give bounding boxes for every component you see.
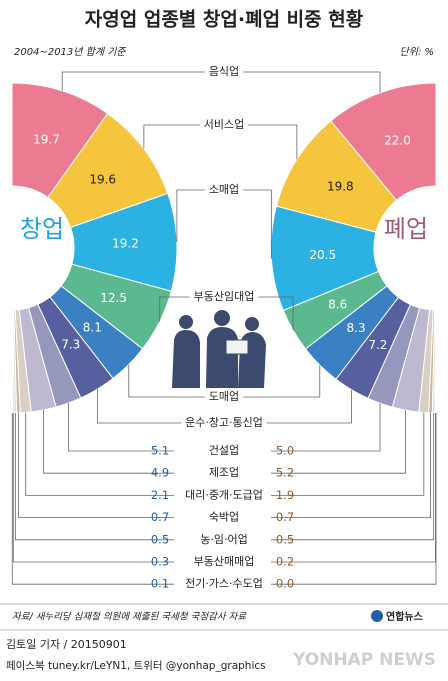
leader-line (271, 412, 435, 541)
leader-line (97, 389, 182, 424)
value-label: 19.8 (327, 179, 354, 193)
value-label: 12.5 (100, 291, 127, 305)
value-label: 8.6 (328, 297, 347, 311)
value-label: 0.5 (276, 532, 294, 546)
label-bg (200, 117, 248, 133)
leader-line (243, 71, 381, 93)
label-bg (182, 576, 266, 593)
leader-line (271, 412, 425, 496)
category-label: 음식업 (209, 65, 239, 78)
leader-line (266, 389, 352, 424)
value-label: 0.1 (151, 577, 169, 591)
category-label: 부동산임대업 (194, 290, 255, 303)
value-label: 8.1 (83, 321, 102, 335)
category-label: 숙박업 (209, 511, 239, 524)
value-label: 0.3 (151, 555, 169, 569)
label-bg (205, 182, 243, 198)
leader-line (43, 409, 174, 474)
source: 자료/ 새누리당 심재철 의원에 제출된 국세청 국정감사 자료 (12, 612, 247, 623)
watermark: YONHAP NEWS (292, 650, 436, 670)
leader-line (159, 296, 190, 322)
value-label: 0.5 (151, 532, 169, 546)
value-label: 0.2 (276, 555, 294, 569)
value-label: 5.0 (276, 444, 294, 458)
label-bg (205, 509, 243, 526)
label-bg (205, 389, 243, 405)
leader-line (243, 189, 272, 259)
value-label: 0.7 (151, 510, 169, 524)
leader-line (25, 412, 174, 496)
leader-line (68, 403, 174, 452)
leader-line (14, 412, 174, 541)
category-label: 소매업 (209, 183, 239, 196)
category-label: 서비스업 (204, 118, 244, 131)
category-label: 건설업 (209, 444, 239, 457)
logo-icon (371, 610, 383, 622)
label-bg (205, 443, 243, 459)
label-bg (190, 289, 258, 305)
category-label: 부동산매매업 (194, 555, 255, 568)
category-label: 대리·중개·도급업 (185, 488, 263, 501)
series-name: 폐업 (384, 215, 428, 243)
leader-line (248, 124, 298, 160)
value-label: 5.1 (151, 444, 169, 458)
chart-title: 자영업 업종별 창업·폐업 비중 현황 (85, 8, 364, 31)
category-label: 도매업 (209, 390, 239, 403)
category-label: 농·임·어업 (200, 533, 247, 546)
value-label: 5.2 (276, 466, 294, 480)
leader-line (271, 403, 381, 452)
category-label: 운수·창고·통신업 (185, 416, 263, 429)
value-label: 8.3 (347, 321, 366, 335)
label-bg (197, 531, 251, 548)
series-name: 창업 (20, 215, 64, 243)
value-label: 7.3 (61, 338, 80, 352)
label-bg (190, 554, 258, 570)
value-label: 0.0 (276, 577, 294, 591)
category-label: 전기·가스·수도업 (185, 577, 263, 590)
leader-line (61, 71, 205, 91)
byline: 김토일 기자 / 20150901 (6, 637, 127, 651)
leader-line (176, 189, 205, 243)
people-silhouette (172, 310, 266, 388)
leader-line (271, 412, 436, 563)
leader-line (271, 413, 437, 585)
label-bg (205, 64, 243, 80)
leader-line (12, 412, 174, 563)
logo: 연합뉴스 (386, 610, 423, 623)
leader-line (258, 296, 294, 331)
leader-line (271, 412, 431, 518)
label-bg (182, 415, 266, 431)
value-label: 19.6 (89, 172, 116, 186)
subtitle: 2004~2013년 합계 기준 (14, 46, 126, 58)
value-label: 19.7 (33, 132, 60, 146)
value-label: 7.2 (368, 338, 387, 352)
value-label: 20.5 (309, 248, 336, 262)
value-label: 0.7 (276, 510, 294, 524)
label-bg (205, 465, 243, 482)
donut-slice (11, 309, 14, 414)
leader-line (243, 365, 321, 398)
unit-label: 단위: % (400, 46, 434, 58)
leader-line (128, 364, 205, 398)
leader-line (18, 412, 174, 518)
leader-line (11, 412, 174, 585)
social: 페이스북 tuney.kr/LeYN1, 트위터 @yonhap_graphic… (6, 659, 266, 672)
category-label: 제조업 (209, 466, 239, 479)
label-bg (182, 487, 266, 504)
value-label: 2.1 (151, 488, 169, 502)
leader-line (143, 124, 200, 149)
value-label: 4.9 (151, 466, 169, 480)
value-label: 19.2 (112, 236, 139, 250)
value-label: 1.9 (276, 488, 294, 502)
leader-line (271, 410, 406, 474)
value-label: 22.0 (384, 134, 411, 148)
